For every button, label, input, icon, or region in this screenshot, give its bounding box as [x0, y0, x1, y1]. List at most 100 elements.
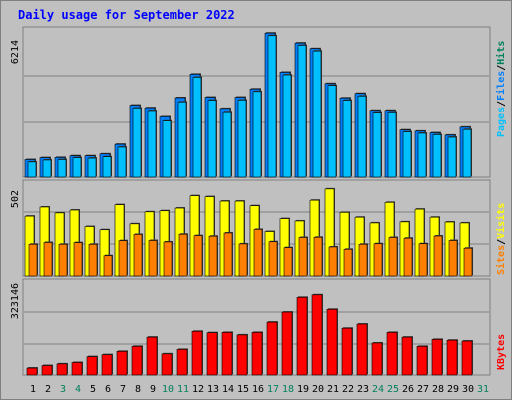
files-bar-29	[447, 136, 457, 178]
sites-bar-15	[238, 243, 248, 277]
kbytes-bar-13	[206, 332, 218, 376]
sites-bar-25	[388, 237, 398, 277]
files-bar-7	[117, 146, 127, 178]
sites-bar-19	[298, 237, 308, 277]
legend-entry-files: Files	[495, 71, 507, 101]
sites-bar-7	[118, 240, 128, 277]
sites-bar-10	[163, 241, 173, 277]
legend-entry-sites: Sites	[495, 245, 507, 275]
sites-bar-9	[148, 240, 158, 277]
legend-2: KBytes	[496, 334, 507, 370]
legend-separator: /	[496, 239, 507, 245]
files-bar-10	[162, 120, 172, 178]
x-tick-label-24: 24	[372, 384, 384, 395]
sites-bar-30	[463, 247, 473, 277]
x-tick-label-1: 1	[30, 384, 36, 395]
ymax-label-2: 323146	[10, 283, 21, 319]
sites-bar-17	[268, 241, 278, 277]
x-tick-label-4: 4	[75, 384, 81, 395]
ymax-label-1: 502	[10, 190, 21, 208]
sites-bar-5	[88, 243, 98, 277]
files-bar-8	[132, 108, 142, 178]
chart-title: Daily usage for September 2022	[18, 8, 235, 22]
x-tick-label-18: 18	[282, 384, 294, 395]
sites-bar-3	[58, 243, 68, 277]
legend-separator: /	[496, 101, 507, 107]
kbytes-bar-29	[446, 339, 458, 376]
files-bar-25	[387, 112, 397, 178]
files-bar-26	[402, 131, 412, 178]
files-bar-23	[357, 96, 367, 178]
kbytes-bar-27	[416, 346, 428, 376]
files-bar-1	[27, 161, 37, 178]
files-bar-12	[192, 77, 202, 178]
x-tick-label-6: 6	[105, 384, 111, 395]
sites-bar-18	[283, 247, 293, 277]
files-bar-24	[372, 112, 382, 178]
kbytes-bar-22	[341, 327, 353, 376]
sites-bar-21	[328, 246, 338, 277]
x-tick-label-12: 12	[192, 384, 204, 395]
kbytes-bar-19	[296, 296, 308, 376]
kbytes-bar-28	[431, 339, 443, 376]
x-tick-label-14: 14	[222, 384, 234, 395]
legend-separator: /	[496, 65, 507, 71]
x-tick-label-22: 22	[342, 384, 354, 395]
kbytes-bar-20	[311, 294, 323, 376]
kbytes-bar-26	[401, 336, 413, 376]
x-tick-label-15: 15	[237, 384, 249, 395]
sites-bar-16	[253, 229, 263, 277]
sites-bar-4	[73, 242, 83, 277]
x-tick-label-16: 16	[252, 384, 264, 395]
x-tick-label-13: 13	[207, 384, 219, 395]
files-bar-2	[42, 159, 52, 178]
sites-bar-29	[448, 240, 458, 277]
x-tick-label-20: 20	[312, 384, 324, 395]
sites-bar-8	[133, 234, 143, 277]
x-tick-label-8: 8	[135, 384, 141, 395]
x-tick-label-25: 25	[387, 384, 399, 395]
files-bar-9	[147, 110, 157, 178]
files-bar-30	[462, 128, 472, 178]
files-bar-13	[207, 100, 217, 178]
x-tick-label-5: 5	[90, 384, 96, 395]
kbytes-bar-24	[371, 342, 383, 376]
kbytes-bar-25	[386, 332, 398, 376]
x-tick-label-9: 9	[150, 384, 156, 395]
sites-bar-6	[103, 255, 113, 277]
files-bar-17	[267, 35, 277, 178]
kbytes-bar-30	[461, 340, 473, 376]
kbytes-bar-14	[221, 332, 233, 376]
files-bar-16	[252, 91, 262, 178]
kbytes-bar-4	[71, 362, 83, 376]
kbytes-bar-23	[356, 323, 368, 376]
sites-bar-27	[418, 243, 428, 277]
sites-bar-26	[403, 237, 413, 277]
kbytes-bar-1	[26, 367, 38, 376]
files-bar-18	[282, 74, 292, 178]
files-bar-27	[417, 132, 427, 178]
sites-bar-11	[178, 233, 188, 277]
legend-entry-visits: Visits	[495, 203, 507, 239]
kbytes-bar-12	[191, 330, 203, 376]
legend-entry-kbytes: KBytes	[496, 334, 507, 370]
x-tick-label-19: 19	[297, 384, 309, 395]
x-tick-label-28: 28	[432, 384, 444, 395]
sites-bar-1	[28, 243, 38, 277]
kbytes-bar-16	[251, 332, 263, 376]
sites-bar-13	[208, 235, 218, 277]
kbytes-bar-7	[116, 351, 128, 376]
kbytes-bar-21	[326, 308, 338, 376]
sites-bar-2	[43, 242, 53, 277]
sites-bar-24	[373, 243, 383, 277]
kbytes-bar-2	[41, 365, 53, 376]
files-bar-28	[432, 134, 442, 178]
files-bar-20	[312, 50, 322, 178]
ymax-label-0: 6214	[10, 40, 21, 64]
files-bar-5	[87, 157, 97, 178]
kbytes-bar-17	[266, 321, 278, 376]
kbytes-bar-18	[281, 311, 293, 376]
x-tick-label-3: 3	[60, 384, 66, 395]
legend-entry-hits: Hits	[495, 41, 507, 65]
